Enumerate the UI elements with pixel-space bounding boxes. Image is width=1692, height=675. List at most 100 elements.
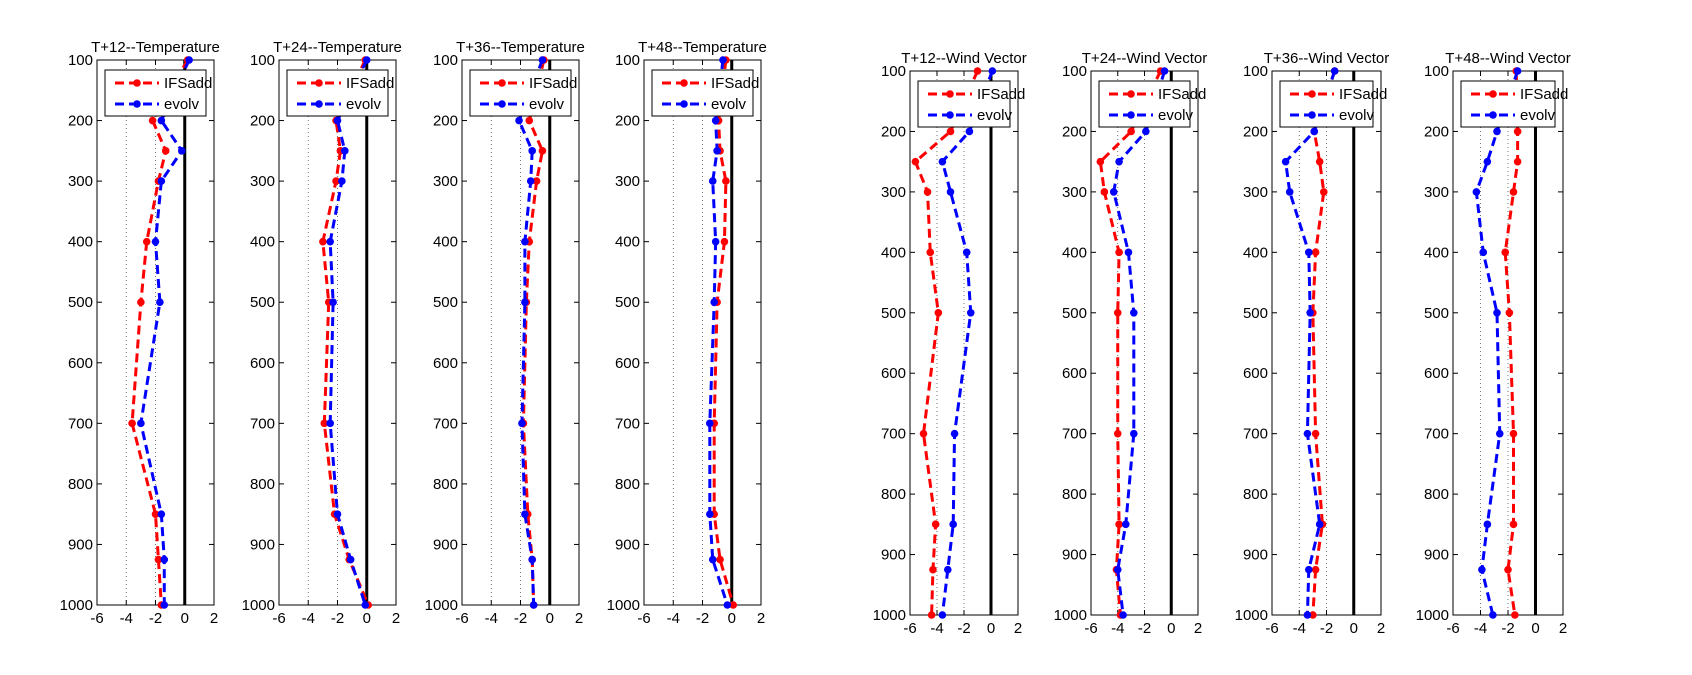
data-point-evolv [1478, 565, 1486, 574]
x-tick-label: 2 [1377, 620, 1385, 637]
y-tick-label: 400 [68, 234, 93, 251]
x-tick-label: -2 [1138, 620, 1151, 637]
legend-label: IFSadd [1158, 86, 1206, 103]
data-point-IFSadd [1311, 429, 1320, 438]
x-tick-label: -6 [1446, 620, 1459, 637]
data-point-IFSadd [716, 555, 724, 564]
data-point-evolv [1513, 67, 1522, 75]
legend-marker [946, 111, 954, 119]
series-line-IFSadd [1098, 70, 1162, 616]
legend: IFSadd evolv [917, 80, 1025, 128]
chart-title: T+12--Wind Vector [901, 50, 1026, 67]
data-point-evolv [521, 237, 529, 246]
data-point-evolv [708, 177, 717, 185]
data-point-evolv [1489, 611, 1497, 619]
legend-marker [946, 90, 954, 98]
y-tick-label: 700 [1062, 426, 1087, 443]
y-tick-label: 800 [881, 486, 906, 503]
y-tick-label: 200 [1062, 123, 1087, 140]
x-tick-label: -2 [957, 620, 970, 637]
y-tick-label: 800 [433, 476, 458, 493]
legend-label: IFSadd [977, 86, 1025, 103]
data-point-IFSadd [1509, 520, 1518, 529]
data-point-evolv [708, 555, 717, 564]
data-point-evolv [938, 157, 947, 166]
x-tick-label: 2 [575, 610, 583, 627]
legend: IFSadd evolv [286, 69, 394, 117]
y-tick-label: 1000 [1235, 607, 1268, 624]
legend: IFSadd evolv [104, 69, 212, 117]
x-tick-label: -6 [1265, 620, 1278, 637]
x-tick-label: 0 [181, 610, 189, 627]
data-point-evolv [713, 147, 721, 155]
series-line-evolv [517, 59, 544, 606]
chart-title: T+24--Temperature [273, 39, 402, 56]
y-tick-label: 100 [881, 63, 906, 80]
x-tick-label: 0 [1167, 620, 1175, 637]
data-point-evolv [1493, 127, 1501, 136]
y-tick-label: 900 [68, 536, 93, 553]
series-line-IFSadd [712, 59, 735, 606]
data-point-evolv [1483, 157, 1492, 166]
legend-label: IFSadd [1339, 86, 1387, 103]
legend: IFSadd evolv [1098, 80, 1206, 128]
y-tick-label: 100 [433, 52, 458, 69]
x-tick-label: 0 [546, 610, 554, 627]
y-tick-label: 100 [615, 52, 640, 69]
data-point-IFSadd [1113, 429, 1122, 438]
data-point-IFSadd [151, 510, 160, 518]
y-tick-label: 400 [881, 244, 906, 261]
data-point-IFSadd [926, 248, 935, 257]
chart-title: T+36--Wind Vector [1264, 50, 1389, 67]
data-point-evolv [1142, 127, 1150, 136]
chart-panel: 100 200 300 400 500 600 700 800 900 1000-6 -4 -2 0 2 T… [242, 39, 402, 627]
legend-marker [498, 79, 506, 87]
data-point-evolv [333, 116, 342, 125]
data-point-evolv [362, 56, 371, 64]
data-point-IFSadd [1504, 565, 1512, 574]
legend-box [917, 80, 1011, 128]
series-line-IFSadd [1311, 70, 1337, 616]
x-tick-label: 2 [1559, 620, 1567, 637]
series-line-IFSadd [321, 59, 370, 606]
data-point-IFSadd [137, 298, 145, 307]
data-point-evolv [329, 298, 337, 307]
data-point-evolv [333, 510, 342, 518]
x-tick-label: 0 [1350, 620, 1358, 637]
data-point-IFSadd [729, 601, 738, 609]
data-point-IFSadd [332, 177, 340, 185]
data-point-evolv [1306, 308, 1314, 317]
y-tick-label: 900 [433, 536, 458, 553]
data-point-IFSadd [919, 429, 928, 438]
y-tick-label: 200 [68, 113, 93, 130]
data-point-evolv [711, 116, 720, 125]
series-line-evolv [1112, 70, 1166, 616]
data-point-IFSadd [1315, 157, 1324, 166]
data-point-evolv [160, 601, 169, 609]
data-point-evolv [944, 565, 952, 574]
y-tick-label: 1000 [1054, 607, 1087, 624]
y-tick-label: 100 [1062, 63, 1087, 80]
legend-label: evolv [977, 107, 1013, 124]
y-tick-label: 600 [615, 355, 640, 372]
y-tick-label: 700 [881, 426, 906, 443]
data-point-evolv [723, 601, 732, 609]
legend-label: evolv [1339, 107, 1375, 124]
legend-box [1460, 80, 1556, 128]
x-tick-label: 2 [392, 610, 400, 627]
legend-marker [315, 79, 323, 87]
legend-marker [133, 79, 141, 87]
y-tick-label: 900 [1243, 547, 1268, 564]
y-tick-label: 300 [1424, 184, 1449, 201]
y-tick-label: 400 [250, 234, 275, 251]
x-tick-label: -2 [1320, 620, 1333, 637]
x-tick-label: 0 [987, 620, 995, 637]
legend-marker [1489, 90, 1497, 98]
data-point-evolv [1483, 520, 1492, 529]
data-point-evolv [710, 298, 718, 307]
y-tick-label: 700 [1243, 426, 1268, 443]
legend-marker [1308, 90, 1316, 98]
y-tick-label: 400 [433, 234, 458, 251]
data-point-evolv [1495, 429, 1504, 438]
chart-title: T+12--Temperature [91, 39, 220, 56]
